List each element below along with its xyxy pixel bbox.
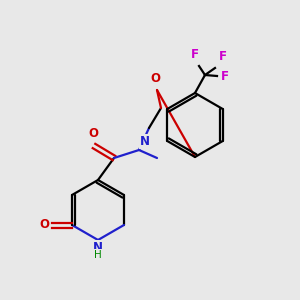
- Text: N: N: [93, 241, 103, 254]
- Text: F: F: [221, 70, 229, 83]
- Text: H: H: [94, 250, 102, 260]
- Text: N: N: [140, 135, 150, 148]
- Text: O: O: [150, 72, 160, 85]
- Text: O: O: [88, 127, 98, 140]
- Text: F: F: [191, 48, 199, 61]
- Text: F: F: [219, 50, 227, 63]
- Text: O: O: [39, 218, 49, 232]
